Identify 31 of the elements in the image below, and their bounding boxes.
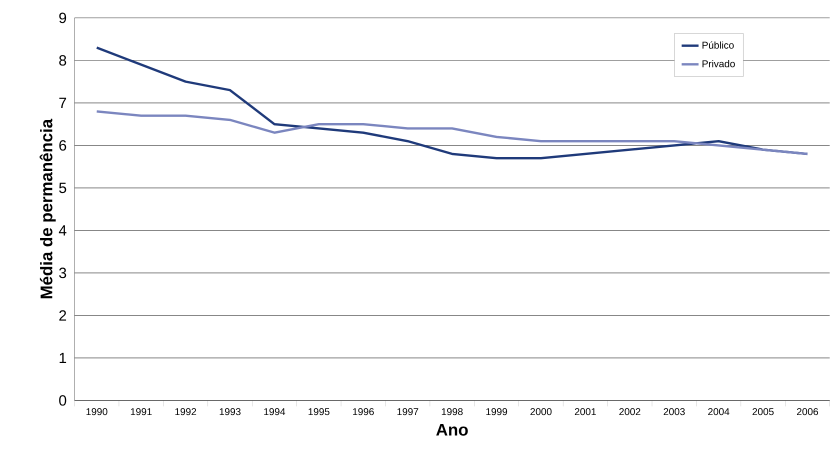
y-tick-label: 9 (59, 12, 66, 24)
x-tick-label: 2000 (530, 408, 552, 416)
y-tick-label: 3 (59, 268, 66, 278)
y-tick-label: 1 (60, 352, 66, 364)
y-tick-label: 7 (59, 98, 66, 108)
y-tick-label: 6 (59, 140, 66, 151)
y-axis-title: Média de permanência (40, 118, 56, 298)
legend-label: Público (702, 41, 734, 49)
x-tick-label: 1990 (86, 408, 108, 416)
x-tick-label: 2002 (619, 408, 640, 416)
x-tick-label: 1997 (397, 408, 418, 416)
x-tick-label: 1994 (264, 408, 286, 416)
x-tick-label: 2003 (664, 408, 685, 416)
y-tick-label: 5 (59, 182, 66, 194)
y-tick-label: 2 (59, 310, 66, 321)
legend-label: Privado (702, 60, 735, 68)
x-tick-label: 1991 (130, 408, 152, 416)
x-tick-label: 2001 (574, 408, 596, 416)
x-tick-label: 1992 (175, 408, 196, 416)
x-tick-label: 2004 (708, 408, 730, 416)
y-tick-label: 8 (59, 55, 66, 66)
x-tick-label: 2006 (796, 408, 818, 416)
x-tick-label: 1999 (486, 408, 508, 416)
x-tick-label: 2005 (752, 408, 774, 416)
x-tick-label: 1995 (308, 408, 330, 416)
x-tick-label: 1996 (353, 408, 374, 416)
x-tick-label: 1993 (220, 408, 241, 416)
y-tick-label: 0 (59, 395, 66, 406)
x-axis-title: Ano (436, 424, 468, 436)
x-tick-label: 1998 (442, 408, 463, 416)
y-tick-label: 4 (58, 225, 66, 236)
